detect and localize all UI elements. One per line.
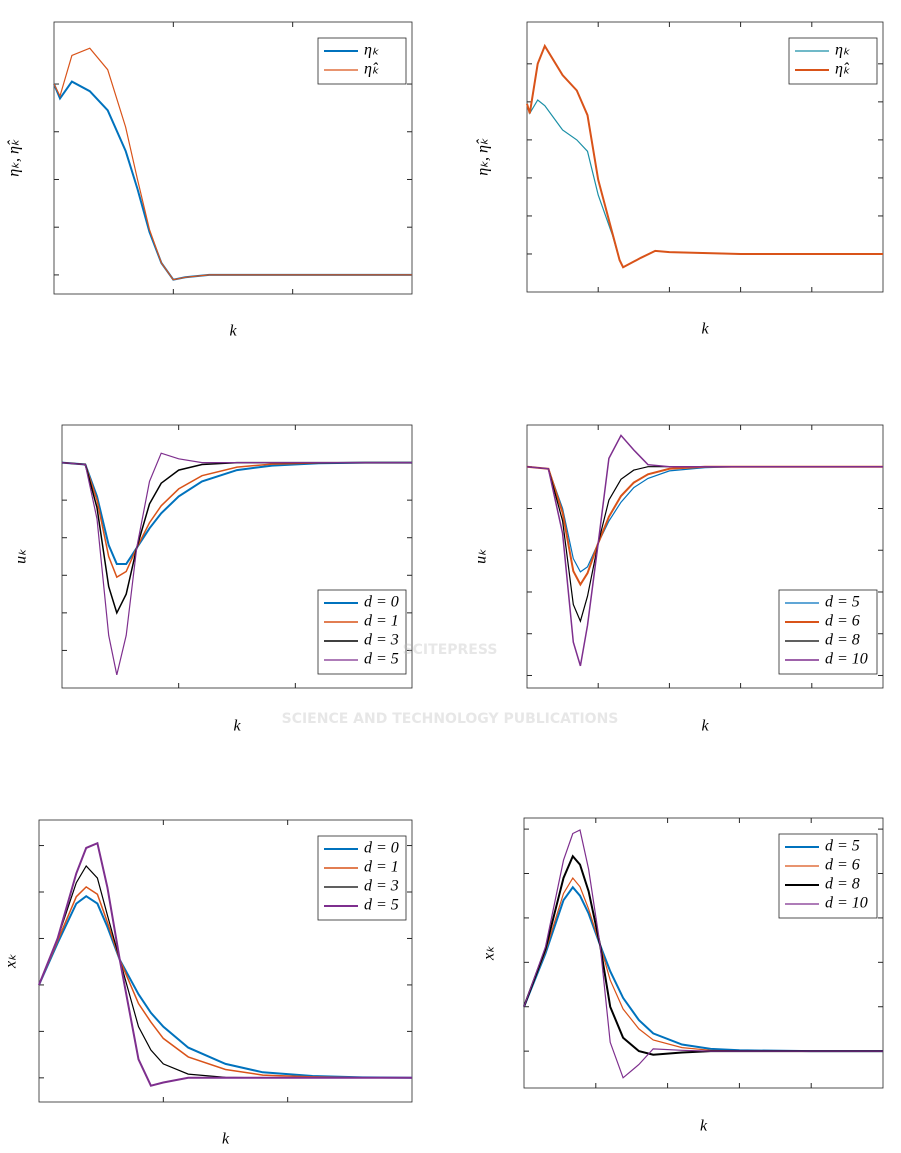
y-axis-label: ηₖ, η̂ₖ bbox=[6, 139, 23, 177]
legend-label: d = 10 bbox=[825, 895, 868, 912]
watermark-title: SCITEPRESS bbox=[403, 642, 498, 658]
legend: d = 5 d = 6 d = 8 d = 10 bbox=[778, 833, 878, 919]
series-line bbox=[61, 461, 412, 579]
legend-label: η̂ₖ bbox=[364, 61, 379, 78]
legend-label: η̂ₖ bbox=[835, 61, 850, 78]
plot: k ηₖ, η̂ₖ ηₖ η̂ₖ bbox=[475, 21, 884, 338]
series-line bbox=[38, 885, 412, 1079]
legend: ηₖ η̂ₖ bbox=[317, 37, 407, 85]
legend-label: d = 5 bbox=[825, 594, 860, 611]
legend-label: d = 1 bbox=[364, 613, 399, 630]
x-axis-label: k bbox=[701, 321, 709, 338]
x-axis-label: k bbox=[229, 323, 237, 340]
plot: k uₖ d = 0 d = 1 d = 3 d = 5 bbox=[13, 424, 413, 735]
legend: ηₖ η̂ₖ bbox=[788, 37, 878, 85]
plot: k ηₖ, η̂ₖ ηₖ η̂ₖ bbox=[6, 21, 413, 340]
legend: d = 0 d = 1 d = 3 d = 5 bbox=[317, 589, 407, 675]
series-line bbox=[523, 829, 883, 1079]
y-axis-label: xₖ bbox=[481, 946, 498, 961]
legend-label: d = 3 bbox=[364, 878, 399, 895]
legend-label: d = 8 bbox=[825, 632, 860, 649]
legend-label: d = 0 bbox=[364, 594, 399, 611]
x-axis-label: k bbox=[233, 718, 241, 735]
legend-label: d = 8 bbox=[825, 876, 860, 893]
series-line bbox=[526, 43, 883, 269]
y-axis-label: xₖ bbox=[3, 954, 20, 969]
legend-label: d = 10 bbox=[825, 651, 868, 668]
plot-area bbox=[38, 819, 413, 1103]
series-line bbox=[53, 47, 412, 281]
series-line bbox=[38, 841, 412, 1087]
plot: k xₖ d = 5 d = 6 d = 8 d = 10 bbox=[481, 817, 884, 1135]
legend-label: d = 5 bbox=[364, 651, 399, 668]
series-line bbox=[523, 885, 883, 1053]
series-line bbox=[61, 461, 412, 565]
legend-label: d = 5 bbox=[825, 838, 860, 855]
legend-label: ηₖ bbox=[835, 42, 850, 59]
legend-label: d = 3 bbox=[364, 632, 399, 649]
legend: d = 5 d = 6 d = 8 d = 10 bbox=[778, 589, 878, 675]
y-axis-label: ηₖ, η̂ₖ bbox=[475, 138, 492, 176]
legend-box bbox=[788, 37, 878, 85]
legend-label: d = 1 bbox=[364, 859, 399, 876]
x-axis-label: k bbox=[700, 1118, 708, 1135]
legend-label: d = 0 bbox=[364, 840, 399, 857]
plot: k uₖ d = 5 d = 6 d = 8 d = 10 bbox=[473, 424, 884, 735]
y-axis-label: uₖ bbox=[13, 549, 30, 564]
x-axis-label: k bbox=[222, 1131, 230, 1148]
legend-label: d = 6 bbox=[825, 613, 860, 630]
watermark-subtitle: SCIENCE AND TECHNOLOGY PUBLICATIONS bbox=[282, 711, 619, 727]
plot: k xₖ d = 0 d = 1 d = 3 d = 5 bbox=[3, 819, 413, 1148]
series-line bbox=[61, 452, 412, 676]
x-axis-label: k bbox=[701, 718, 709, 735]
legend-label: d = 5 bbox=[364, 897, 399, 914]
legend-label: d = 6 bbox=[825, 857, 860, 874]
legend-label: ηₖ bbox=[364, 42, 379, 59]
legend: d = 0 d = 1 d = 3 d = 5 bbox=[317, 835, 407, 921]
series-line bbox=[38, 894, 413, 1079]
series-line bbox=[526, 434, 883, 667]
y-axis-label: uₖ bbox=[473, 549, 490, 564]
legend-box bbox=[317, 37, 407, 85]
